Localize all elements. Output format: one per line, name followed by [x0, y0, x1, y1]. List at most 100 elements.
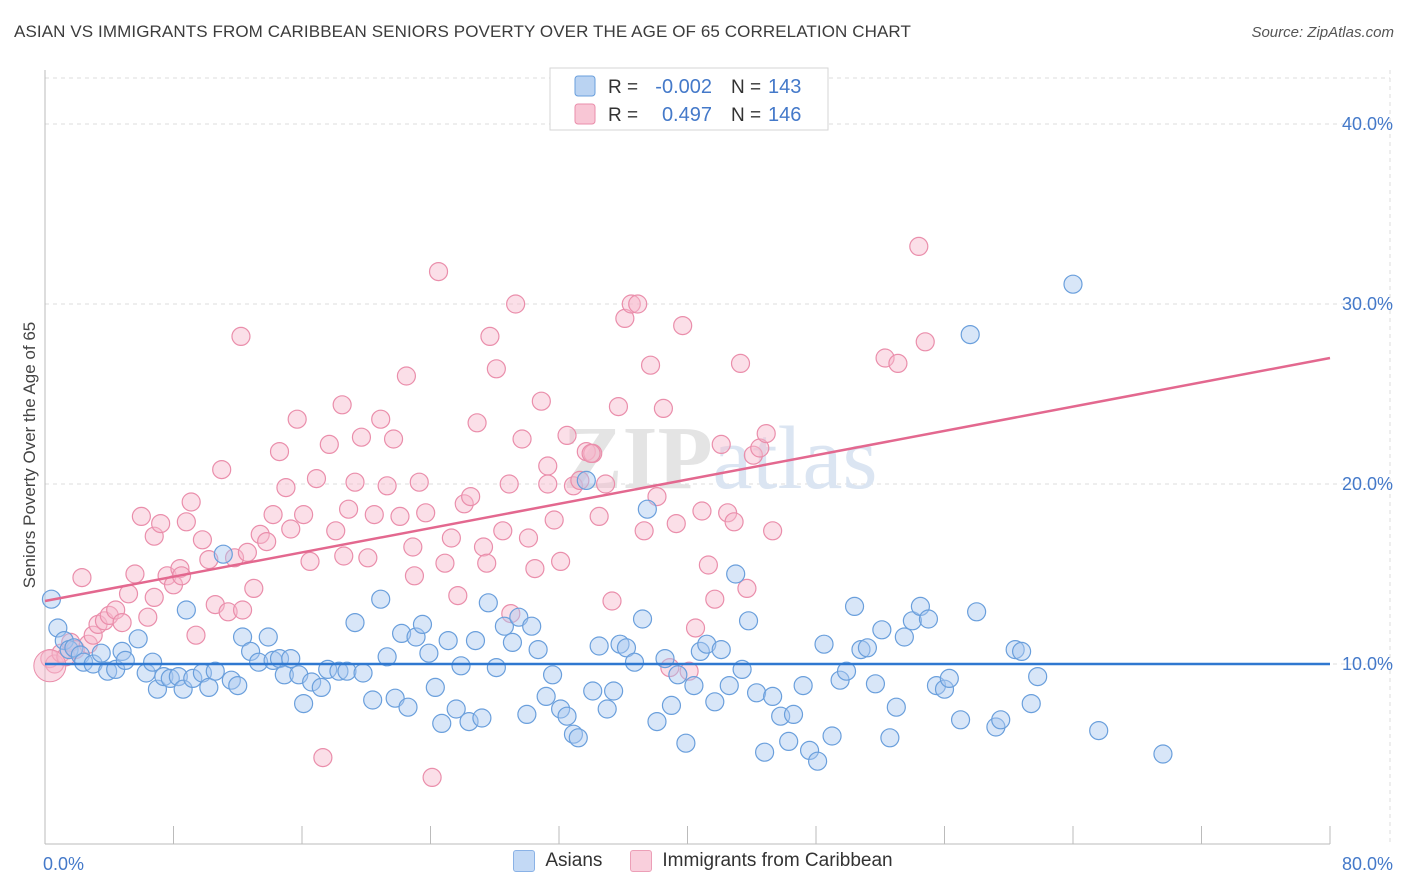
- asian-point: [865, 674, 886, 694]
- asian-point: [183, 668, 203, 689]
- caribbean-point: [263, 504, 283, 525]
- legend-item-caribbean[interactable]: Immigrants from Caribbean: [630, 850, 893, 872]
- series-caribbean-points: [33, 236, 935, 788]
- bottom-legend: Asians Immigrants from Caribbean: [0, 850, 1406, 872]
- caribbean-point: [351, 427, 372, 447]
- stats-r-value: 0.497: [662, 104, 712, 126]
- caribbean-point: [506, 294, 526, 314]
- caribbean-point: [581, 443, 601, 463]
- asian-point: [363, 690, 383, 710]
- asian-point: [1021, 693, 1041, 714]
- asian-point: [1063, 274, 1083, 294]
- caribbean-point: [364, 504, 384, 525]
- caribbean-point: [131, 506, 151, 527]
- asian-point: [604, 681, 624, 701]
- stats-legend: R = -0.002 N = 143 R = 0.497 N = 146: [549, 67, 829, 131]
- caribbean-point: [377, 476, 397, 496]
- asian-point: [783, 704, 804, 725]
- asian-point: [472, 708, 492, 728]
- asian-point: [536, 686, 556, 707]
- asian-point: [754, 742, 775, 762]
- asian-point: [697, 634, 717, 654]
- caribbean-point: [875, 348, 895, 368]
- asian-point: [528, 639, 548, 660]
- trend-line-caribbean: [44, 356, 1331, 603]
- legend-item-asians[interactable]: Asians: [513, 850, 602, 872]
- asian-point: [48, 618, 68, 638]
- caribbean-point: [144, 526, 164, 546]
- asian-point: [836, 661, 857, 681]
- caribbean-point: [287, 409, 307, 429]
- asian-point: [128, 629, 148, 649]
- asian-point: [808, 751, 828, 771]
- caribbean-point: [332, 395, 352, 415]
- caribbean-point: [170, 558, 190, 579]
- asian-point: [705, 692, 725, 712]
- stats-r-label: R =: [608, 105, 638, 126]
- caribbean-point: [737, 578, 757, 599]
- asian-point: [918, 609, 939, 629]
- caribbean-point: [345, 472, 365, 492]
- caribbean-point: [454, 494, 474, 514]
- source-label: Source: ZipAtlas.com: [1251, 24, 1394, 41]
- caribbean-point: [493, 521, 513, 541]
- caribbean-point: [763, 521, 783, 541]
- caribbean-point: [692, 501, 712, 521]
- caribbean-point: [544, 510, 564, 530]
- asian-point: [91, 643, 111, 663]
- caribbean-point: [486, 359, 506, 379]
- asian-point: [880, 728, 900, 748]
- caribbean-point: [383, 429, 404, 449]
- caribbean-point: [306, 469, 327, 489]
- asian-point: [822, 726, 842, 746]
- asian-point: [241, 641, 261, 662]
- asian-point: [173, 679, 193, 699]
- asian-point: [542, 665, 563, 685]
- asian-point: [446, 699, 466, 719]
- caribbean-point: [538, 474, 558, 494]
- stats-swatch: [574, 75, 596, 97]
- caribbean-point: [186, 625, 206, 645]
- asian-point: [232, 627, 253, 647]
- caribbean-point: [269, 442, 290, 462]
- asian-point: [668, 665, 688, 685]
- asian-point: [719, 675, 739, 696]
- asian-point: [302, 672, 322, 692]
- caribbean-point: [416, 503, 436, 523]
- asian-point: [844, 596, 865, 617]
- y-tick-label: 30.0%: [1342, 294, 1393, 314]
- caribbean-point: [218, 602, 238, 622]
- asian-point: [610, 634, 630, 654]
- asian-point: [779, 731, 799, 752]
- caribbean-point: [371, 409, 391, 429]
- asian-point: [406, 627, 426, 647]
- caribbean-point: [403, 537, 423, 557]
- tick-labels: 10.0% 20.0% 30.0% 40.0% 0.0% 80.0%: [43, 114, 1393, 874]
- asian-point: [632, 609, 653, 629]
- caribbean-point: [237, 542, 257, 563]
- asian-point: [939, 668, 959, 689]
- stats-r-value: -0.002: [655, 76, 712, 98]
- asian-point: [73, 652, 94, 672]
- caribbean-point: [563, 476, 584, 496]
- caribbean-point: [334, 546, 354, 566]
- asian-point: [647, 711, 667, 732]
- stats-swatch: [574, 103, 596, 125]
- asian-point: [522, 616, 542, 636]
- caribbean-point: [602, 591, 622, 611]
- asian-point: [726, 564, 746, 584]
- caribbean-point: [730, 353, 751, 373]
- asian-point: [98, 661, 118, 681]
- caribbean-point: [909, 236, 929, 256]
- asian-point: [991, 710, 1011, 730]
- asian-point: [1005, 639, 1025, 660]
- caribbean-point: [477, 553, 497, 573]
- asian-point: [274, 665, 294, 685]
- asian-point: [412, 614, 433, 635]
- caribbean-point: [192, 530, 213, 550]
- asian-point: [502, 632, 523, 653]
- y-tick-label: 20.0%: [1342, 474, 1393, 494]
- stats-n-value: 143: [768, 76, 801, 98]
- caribbean-point: [294, 504, 314, 525]
- asian-point: [258, 627, 278, 647]
